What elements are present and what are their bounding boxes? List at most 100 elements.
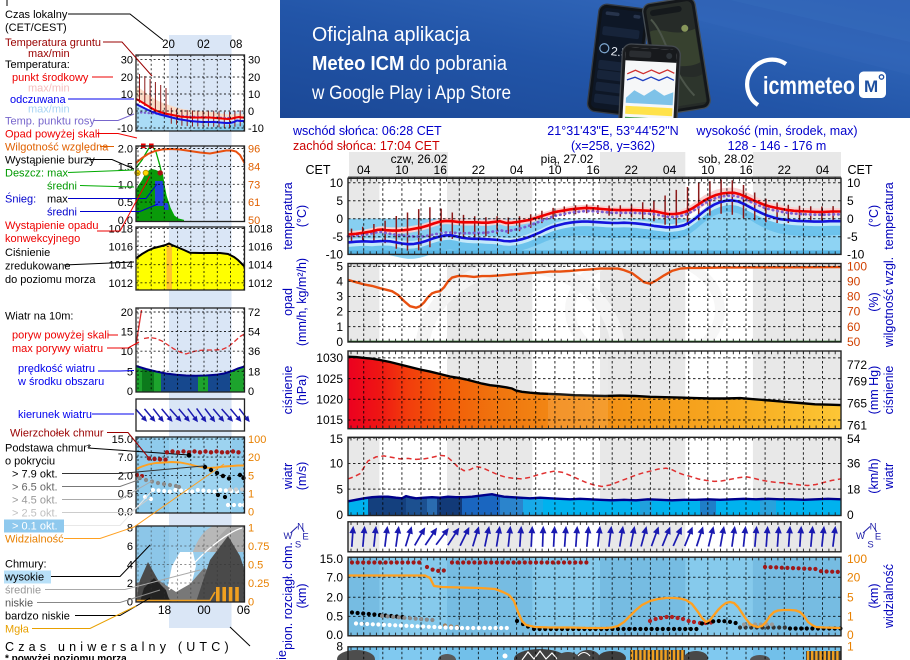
- svg-text:Śnieg:: Śnieg:: [5, 193, 36, 206]
- svg-text:0: 0: [248, 386, 254, 398]
- svg-text:wiatr: wiatr: [882, 463, 896, 490]
- svg-text:Mgła: Mgła: [5, 624, 30, 636]
- svg-text:(hPa): (hPa): [295, 375, 309, 406]
- svg-text:odczuwana: odczuwana: [10, 94, 67, 106]
- svg-text:-10: -10: [117, 123, 133, 135]
- svg-text:15.0: 15.0: [320, 552, 344, 566]
- svg-text:04: 04: [663, 163, 677, 177]
- svg-text:30: 30: [121, 55, 133, 67]
- svg-text:czw, 26.02: czw, 26.02: [391, 152, 448, 166]
- svg-text:16: 16: [586, 163, 600, 177]
- svg-text:Czas lokalny: Czas lokalny: [5, 9, 68, 21]
- svg-text:opad: opad: [281, 288, 295, 316]
- svg-text:CET: CET: [306, 163, 331, 177]
- svg-text:10: 10: [248, 89, 260, 101]
- svg-text:4: 4: [336, 275, 343, 289]
- svg-text:2: 2: [127, 578, 133, 590]
- svg-text:0.5: 0.5: [326, 610, 343, 624]
- svg-text:do poziomu morza: do poziomu morza: [5, 274, 96, 286]
- svg-text:0: 0: [336, 212, 343, 226]
- svg-text:02: 02: [197, 39, 210, 51]
- svg-text:(%): (%): [867, 292, 881, 311]
- svg-text:8: 8: [336, 640, 343, 654]
- svg-text:16: 16: [434, 163, 448, 177]
- svg-text:0.5: 0.5: [118, 197, 133, 209]
- svg-text:20: 20: [162, 39, 175, 51]
- svg-text:Chmury:: Chmury:: [5, 559, 47, 571]
- svg-text:16: 16: [739, 163, 753, 177]
- svg-text:zredukowane: zredukowane: [5, 261, 70, 273]
- svg-text:(km): (km): [295, 584, 309, 609]
- svg-text:Wilgotność względna: Wilgotność względna: [5, 142, 109, 154]
- svg-text:0: 0: [127, 386, 133, 398]
- svg-text:niskie: niskie: [5, 598, 33, 610]
- svg-text:zachmurzenie: zachmurzenie: [275, 650, 289, 660]
- svg-text:max/min: max/min: [28, 48, 70, 60]
- svg-text:średnie: średnie: [5, 585, 41, 597]
- svg-text:-5: -5: [332, 230, 343, 244]
- svg-text:poryw powyżej skali: poryw powyżej skali: [12, 330, 109, 342]
- svg-text:(°C): (°C): [295, 205, 309, 227]
- svg-text:1025: 1025: [316, 372, 343, 386]
- svg-text:wschód słońca: 06:28 CET: wschód słońca: 06:28 CET: [292, 124, 442, 138]
- svg-text:50: 50: [847, 335, 861, 349]
- svg-text:(km): (km): [867, 584, 881, 609]
- svg-text:54: 54: [847, 432, 861, 446]
- svg-text:10: 10: [395, 163, 409, 177]
- svg-text:04: 04: [816, 163, 830, 177]
- svg-text:3: 3: [336, 290, 343, 304]
- svg-text:1: 1: [336, 320, 343, 334]
- svg-text:7.0: 7.0: [118, 452, 133, 464]
- svg-text:18: 18: [158, 603, 172, 617]
- svg-text:0: 0: [248, 106, 254, 118]
- svg-text:0: 0: [847, 212, 854, 226]
- svg-text:Oficjalna aplikacja: Oficjalna aplikacja: [312, 24, 471, 46]
- svg-text:0: 0: [336, 508, 343, 522]
- svg-text:1: 1: [847, 640, 854, 654]
- svg-text:1015: 1015: [316, 413, 343, 427]
- svg-text:0.5: 0.5: [118, 489, 133, 501]
- svg-text:10: 10: [121, 89, 133, 101]
- svg-text:5: 5: [336, 260, 343, 274]
- svg-text:00: 00: [197, 603, 211, 617]
- svg-text:max: max: [47, 194, 68, 206]
- svg-text:icmmeteo: icmmeteo: [763, 72, 855, 100]
- svg-text:ciśnienie: ciśnienie: [281, 366, 295, 415]
- svg-text:-10: -10: [248, 123, 264, 135]
- svg-text:2.0: 2.0: [326, 590, 343, 604]
- svg-text:* powyżej poziomu morza: * powyżej poziomu morza: [5, 654, 127, 660]
- svg-text:pion. rozciągł. chm.: pion. rozciągł. chm.: [281, 542, 295, 650]
- svg-text:(°C): (°C): [867, 205, 881, 227]
- svg-text:bardzo niskie: bardzo niskie: [5, 611, 70, 623]
- svg-text:0.25: 0.25: [248, 578, 269, 590]
- svg-text:20: 20: [847, 570, 861, 584]
- svg-text:N: N: [297, 522, 304, 533]
- svg-text:73: 73: [248, 179, 260, 191]
- svg-text:> 6.5 okt.: > 6.5 okt.: [12, 482, 58, 494]
- svg-text:5: 5: [248, 471, 254, 483]
- svg-text:Wierzchołek chmur: Wierzchołek chmur: [10, 428, 104, 440]
- svg-text:0.5: 0.5: [248, 560, 263, 572]
- svg-text:5: 5: [127, 366, 133, 378]
- svg-text:08: 08: [230, 39, 243, 51]
- svg-text:w Google Play i App Store: w Google Play i App Store: [311, 82, 511, 104]
- svg-text:0: 0: [248, 507, 254, 519]
- svg-text:5: 5: [336, 482, 343, 496]
- svg-text:(x=258, y=362): (x=258, y=362): [571, 139, 655, 153]
- svg-text:20: 20: [248, 72, 260, 84]
- svg-text:765: 765: [847, 397, 867, 411]
- svg-text:2.0: 2.0: [118, 144, 133, 156]
- svg-text:(mm Hg): (mm Hg): [867, 366, 881, 415]
- svg-text:15: 15: [330, 432, 344, 446]
- svg-text:04: 04: [510, 163, 524, 177]
- svg-text:1: 1: [248, 523, 254, 535]
- svg-text:Widzialność: Widzialność: [5, 534, 64, 546]
- svg-text:punkt środkowy: punkt środkowy: [12, 72, 89, 84]
- svg-text:wilgotność wzgl.: wilgotność wzgl.: [882, 257, 896, 348]
- svg-text:S: S: [295, 540, 301, 551]
- svg-text:0: 0: [847, 508, 854, 522]
- svg-text:konwekcyjnego: konwekcyjnego: [5, 233, 80, 245]
- svg-text:96: 96: [248, 144, 260, 156]
- svg-text:(km/h): (km/h): [867, 458, 881, 493]
- svg-text:w środku obszaru: w środku obszaru: [17, 376, 104, 388]
